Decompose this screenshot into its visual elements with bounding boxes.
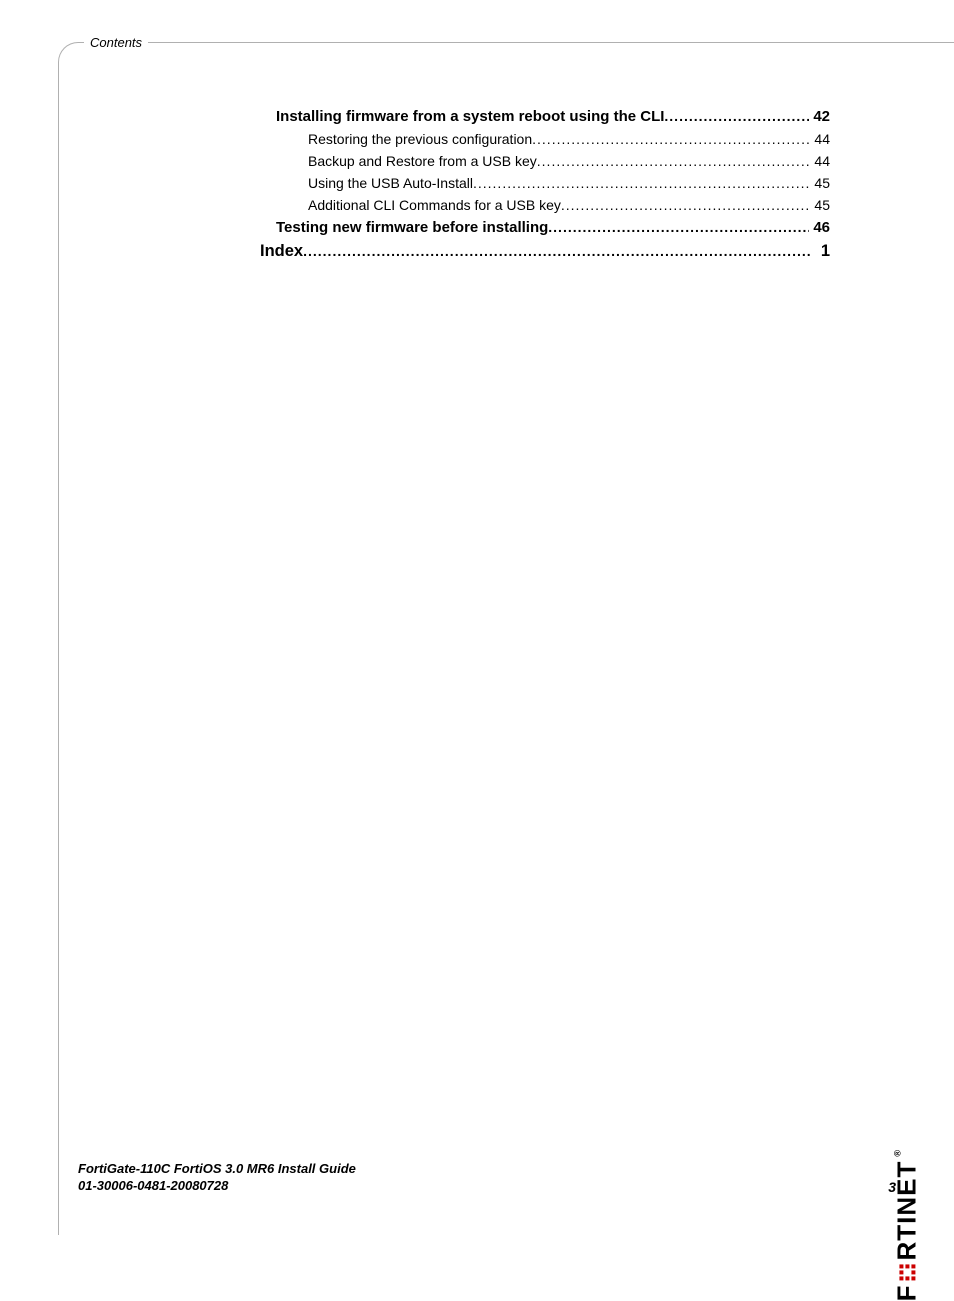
toc-leader: ........................................… <box>303 243 810 259</box>
toc-leader: ........................................… <box>473 175 810 191</box>
toc-entry-page: 45 <box>810 175 830 191</box>
toc-entry-page: 45 <box>810 197 830 213</box>
toc-entry[interactable]: Additional CLI Commands for a USB key...… <box>260 197 830 213</box>
toc-entry-title: Additional CLI Commands for a USB key <box>308 197 561 213</box>
toc-entry-title: Restoring the previous configuration <box>308 131 532 147</box>
toc-entry-title: Backup and Restore from a USB key <box>308 153 537 169</box>
toc-entry-title: Testing new firmware before installing <box>276 219 548 236</box>
toc-entry[interactable]: Using the USB Auto-Install..............… <box>260 175 830 191</box>
toc-entry[interactable]: Testing new firmware before installing..… <box>260 219 830 236</box>
toc-leader: ........................................… <box>561 197 810 213</box>
footer-block: FortiGate-110C FortiOS 3.0 MR6 Install G… <box>78 1160 356 1195</box>
toc-entry-page: 42 <box>809 108 830 125</box>
registered-icon: ® <box>892 1149 902 1157</box>
brand-text-post: RTINET <box>891 1161 922 1261</box>
toc-entry-page: 46 <box>809 219 830 236</box>
toc-entry[interactable]: Restoring the previous configuration....… <box>260 131 830 147</box>
brand-dots-icon <box>899 1265 915 1281</box>
header-contents-label: Contents <box>84 35 148 50</box>
toc-entry-title: Index <box>260 242 303 261</box>
toc-entry-page: 44 <box>810 131 830 147</box>
footer-line-1: FortiGate-110C FortiOS 3.0 MR6 Install G… <box>78 1160 356 1178</box>
toc-leader: ........................................… <box>532 131 810 147</box>
table-of-contents: Installing firmware from a system reboot… <box>260 108 830 267</box>
toc-entry-page: 1 <box>810 242 830 261</box>
toc-leader: ........................................… <box>664 108 809 124</box>
toc-entry-title: Using the USB Auto-Install <box>308 175 473 191</box>
toc-entry[interactable]: Installing firmware from a system reboot… <box>260 108 830 125</box>
brand-text-pre: F <box>891 1285 922 1301</box>
toc-entry[interactable]: Index...................................… <box>260 242 830 261</box>
toc-leader: ........................................… <box>548 219 809 235</box>
toc-entry-page: 44 <box>810 153 830 169</box>
toc-entry[interactable]: Backup and Restore from a USB key.......… <box>260 153 830 169</box>
toc-leader: ........................................… <box>537 153 810 169</box>
toc-entry-title: Installing firmware from a system reboot… <box>276 108 664 125</box>
footer-line-2: 01-30006-0481-20080728 <box>78 1177 356 1195</box>
fortinet-logo: F RTINET ® <box>770 1118 922 1149</box>
